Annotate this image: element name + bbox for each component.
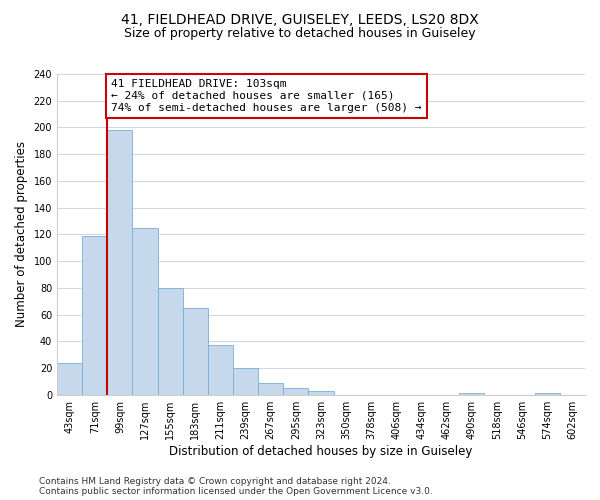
Bar — [233, 368, 258, 394]
Text: Size of property relative to detached houses in Guiseley: Size of property relative to detached ho… — [124, 28, 476, 40]
Bar — [158, 288, 183, 395]
Text: 41 FIELDHEAD DRIVE: 103sqm
← 24% of detached houses are smaller (165)
74% of sem: 41 FIELDHEAD DRIVE: 103sqm ← 24% of deta… — [111, 80, 422, 112]
Bar — [283, 388, 308, 394]
Bar — [107, 130, 133, 394]
Text: Contains public sector information licensed under the Open Government Licence v3: Contains public sector information licen… — [39, 487, 433, 496]
Y-axis label: Number of detached properties: Number of detached properties — [15, 142, 28, 328]
Bar — [208, 346, 233, 395]
Bar — [133, 228, 158, 394]
Text: Contains HM Land Registry data © Crown copyright and database right 2024.: Contains HM Land Registry data © Crown c… — [39, 477, 391, 486]
Bar — [308, 390, 334, 394]
Bar — [57, 362, 82, 394]
Bar — [258, 382, 283, 394]
Bar — [82, 236, 107, 394]
Text: 41, FIELDHEAD DRIVE, GUISELEY, LEEDS, LS20 8DX: 41, FIELDHEAD DRIVE, GUISELEY, LEEDS, LS… — [121, 12, 479, 26]
X-axis label: Distribution of detached houses by size in Guiseley: Distribution of detached houses by size … — [169, 444, 473, 458]
Bar — [183, 308, 208, 394]
